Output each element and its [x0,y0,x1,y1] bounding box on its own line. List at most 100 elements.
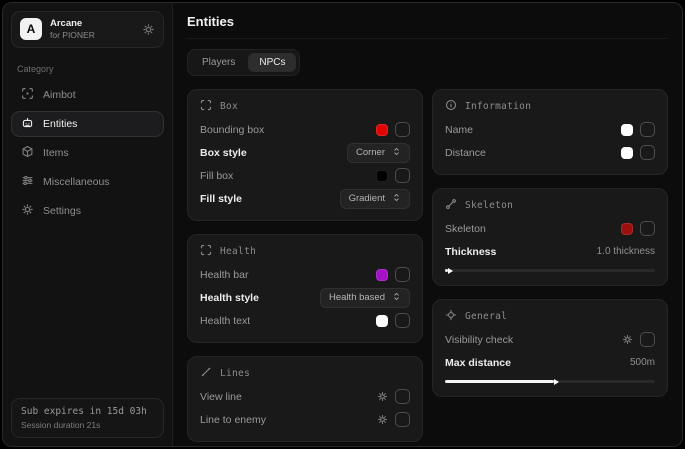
distance-checkbox[interactable] [640,145,655,160]
sidebar: A Arcane for PIONER Category Aimbot Enti… [3,3,173,446]
sidebar-item-entities[interactable]: Entities [11,110,164,137]
brand-card: A Arcane for PIONER [11,11,164,48]
health-text-checkbox[interactable] [395,313,410,328]
fill-style-select[interactable]: Gradient [339,188,410,209]
diagonal-line-icon [200,366,212,381]
health-brackets-icon [200,244,212,259]
bounding-box-checkbox[interactable] [395,122,410,137]
app-subtitle: for PIONER [50,29,95,40]
line-to-enemy-checkbox[interactable] [395,412,410,427]
row-health-bar: Health bar [200,263,410,286]
sliders-icon [21,174,34,190]
category-label: Category [17,63,54,74]
app-name: Arcane [50,18,83,29]
view-line-checkbox[interactable] [395,389,410,404]
card-box: Box Bounding box Box style Corner [187,89,423,221]
box-corners-icon [200,99,212,114]
entity-type-tabs: Players NPCs [187,49,301,76]
visibility-check-settings-gear-icon[interactable] [622,334,633,345]
chevrons-up-down-icon [392,193,401,205]
row-label: Bounding box [200,123,265,136]
sidebar-item-label: Entities [43,117,78,130]
sidebar-item-aimbot[interactable]: Aimbot [11,82,164,108]
card-title: Box [220,101,239,112]
row-name: Name [445,118,655,141]
visibility-check-checkbox[interactable] [640,332,655,347]
row-label: Visibility check [445,333,514,346]
row-label: Health text [200,314,251,327]
max-distance-value: 500m [629,357,655,368]
line-to-enemy-settings-gear-icon[interactable] [377,414,388,425]
skeleton-color-swatch[interactable] [621,222,633,235]
thickness-slider-fill[interactable] [445,269,449,272]
row-label: View line [200,390,242,403]
row-distance: Distance [445,141,655,164]
row-visibility-check: Visibility check [445,328,655,351]
tab-npcs[interactable]: NPCs [248,53,297,72]
row-max-distance: Max distance 500m [445,351,655,374]
max-distance-slider[interactable] [445,380,655,383]
thickness-value: 1.0 thickness [596,246,655,257]
box-style-select[interactable]: Corner [346,142,410,163]
fill-box-color-swatch[interactable] [376,169,388,182]
distance-color-swatch[interactable] [621,146,633,159]
sub-expires-text: Sub expires in 15d 03h [21,406,147,417]
sidebar-item-settings[interactable]: Settings [11,198,164,224]
max-distance-slider-fill[interactable] [445,380,555,383]
session-duration-text: Session duration 21s [21,420,101,430]
bot-icon [21,116,34,132]
row-label: Line to enemy [200,413,266,426]
row-label: Health bar [200,268,249,281]
brand-settings-gear-icon[interactable] [142,23,155,36]
row-health-text: Health text [200,309,410,332]
name-color-swatch[interactable] [621,123,633,136]
skeleton-checkbox[interactable] [640,221,655,236]
sidebar-item-label: Aimbot [43,88,76,101]
row-label: Max distance [445,356,511,369]
gear-icon [21,203,34,219]
chevrons-up-down-icon [392,292,401,304]
row-label: Name [445,123,474,136]
sidebar-item-miscellaneous[interactable]: Miscellaneous [11,169,164,195]
row-label: Distance [445,146,486,159]
row-label: Box style [200,146,247,159]
health-style-select[interactable]: Health based [320,287,410,308]
info-icon [445,99,457,114]
chevrons-up-down-icon [392,147,401,159]
row-skeleton: Skeleton [445,217,655,240]
sidebar-item-label: Miscellaneous [43,175,110,188]
tab-players[interactable]: Players [202,57,236,68]
row-fill-style: Fill style Gradient [200,187,410,210]
page-title: Entities [187,14,668,39]
card-health: Health Health bar Health style Health ba… [187,234,423,343]
card-information: Information Name Distance [432,89,668,175]
card-general: General Visibility check Max distance 50… [432,299,668,397]
subscription-info-card: Sub expires in 15d 03h Session duration … [11,398,164,438]
sidebar-item-label: Settings [43,204,81,217]
fill-box-checkbox[interactable] [395,168,410,183]
health-text-color-swatch[interactable] [376,314,388,327]
row-health-style: Health style Health based [200,286,410,309]
row-bounding-box: Bounding box [200,118,410,141]
sidebar-item-label: Items [43,146,69,159]
bone-icon [445,198,457,213]
sidebar-item-items[interactable]: Items [11,140,164,166]
card-skeleton: Skeleton Skeleton Thickness 1.0 thicknes… [432,188,668,286]
crosshair-dot-icon [445,309,457,324]
app-logo: A [20,18,42,41]
health-bar-checkbox[interactable] [395,267,410,282]
card-title: Information [465,101,532,112]
card-title: General [465,311,508,322]
thickness-slider[interactable] [445,269,655,272]
main-panel: Entities Players NPCs Box Bounding box [173,3,682,446]
name-checkbox[interactable] [640,122,655,137]
view-line-settings-gear-icon[interactable] [377,391,388,402]
health-bar-color-swatch[interactable] [376,268,388,281]
row-fill-box: Fill box [200,164,410,187]
row-line-to-enemy: Line to enemy [200,408,410,431]
bounding-box-color-swatch[interactable] [376,123,388,136]
card-title: Health [220,246,257,257]
row-box-style: Box style Corner [200,141,410,164]
row-thickness: Thickness 1.0 thickness [445,240,655,263]
